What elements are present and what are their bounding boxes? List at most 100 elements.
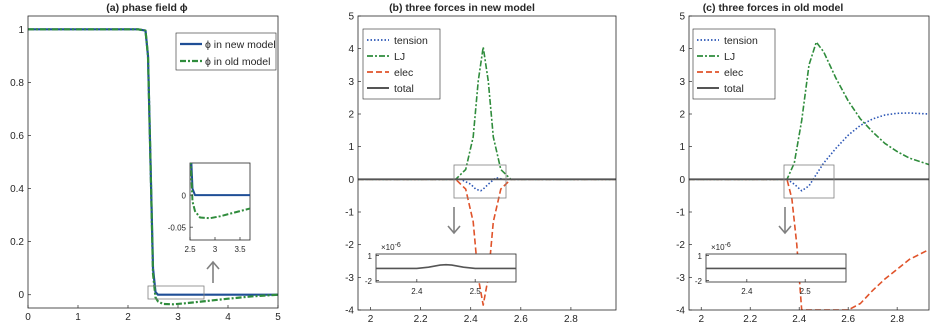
panel-a-xtick-label: 3 bbox=[175, 312, 181, 323]
panel-c-zoom-arrow-head bbox=[778, 225, 792, 235]
panel-b-ytick-label: 2 bbox=[348, 110, 354, 121]
panel-b-ytick-label: 4 bbox=[348, 44, 354, 55]
panel-a-legend-box bbox=[175, 32, 277, 71]
panel-c-ytick-label: 0 bbox=[679, 175, 685, 186]
panel-b-xtick-label: 2 bbox=[368, 314, 374, 325]
panel-c-series-elec bbox=[689, 178, 929, 310]
legend-label-elec: elec bbox=[394, 67, 413, 79]
panel-a-inset-series-in-old-model bbox=[190, 163, 250, 220]
panel-c-xtick-label: 2 bbox=[698, 314, 704, 325]
panel-c-ytick-label: -1 bbox=[676, 208, 685, 219]
panel-c-inset-xtick-label: 2.5 bbox=[800, 287, 812, 296]
panel-a-ytick-label: 0.4 bbox=[10, 184, 24, 195]
legend-label-lj: LJ bbox=[724, 51, 735, 63]
panel-c-series-tension bbox=[689, 112, 929, 192]
panel-b-series-lj bbox=[358, 46, 616, 181]
panel-a-xtick-label: 0 bbox=[25, 312, 31, 323]
panel-b-xtick-label: 2.6 bbox=[514, 314, 528, 325]
panel-b-xtick-label: 2.4 bbox=[464, 314, 478, 325]
panel-b-ytick-label: 5 bbox=[348, 12, 354, 23]
panel-c-ytick-label: 5 bbox=[679, 12, 685, 23]
panel-b-title: (b) three forces in new model bbox=[389, 2, 535, 14]
panel-c-ytick-label: 4 bbox=[679, 44, 685, 55]
panel-c-ytick-label: 3 bbox=[679, 77, 685, 88]
panel-a-ytick-label: 0.6 bbox=[10, 131, 24, 142]
panel-b-ytick-label: 1 bbox=[348, 142, 354, 153]
panel-c-curves bbox=[689, 41, 929, 310]
panel-c-xtick-label: 2.2 bbox=[743, 314, 757, 325]
panel-b-inset-ytick-label: 1 bbox=[368, 252, 373, 261]
panel-b-ytick-label: 0 bbox=[348, 175, 354, 186]
panel-a-inset-xtick-label: 3 bbox=[213, 245, 218, 254]
panel-c-ticks: 2 2.2 2.4 2.6 2.8 -4 -3 -2 -1 0 1 2 3 4 5 bbox=[676, 12, 904, 326]
panel-b-inset-xtick-label: 2.5 bbox=[470, 287, 482, 296]
panel-c-inset-ytick-label: -2 bbox=[695, 277, 703, 286]
panel-a-zoom-box bbox=[147, 285, 205, 300]
panel-c-inset-exponent: ×10-6 bbox=[711, 242, 731, 252]
panel-a-inset-ytick-label: 0 bbox=[182, 192, 187, 201]
panel-c-title: (c) three forces in old model bbox=[703, 2, 844, 14]
panel-a-ytick-label: 1 bbox=[18, 25, 24, 36]
panel-a-ticks: 0 1 2 3 4 5 0 0.2 0.4 0.6 0.8 1 bbox=[10, 25, 281, 323]
panel-a-legend: ϕ in new model ϕ in old model bbox=[175, 32, 277, 71]
panel-b-inset-xtick-label: 2.4 bbox=[411, 287, 423, 296]
panel-c-ytick-label: -3 bbox=[676, 273, 685, 284]
panel-a-xtick-label: 4 bbox=[225, 312, 231, 323]
panel-c-xtick-label: 2.8 bbox=[890, 314, 904, 325]
panel-c-zoom-box bbox=[783, 164, 835, 199]
panel-b-series-elec bbox=[358, 178, 616, 306]
panel-a-xtick-label: 2 bbox=[125, 312, 131, 323]
panel-b-inset-exponent: ×10-6 bbox=[381, 242, 401, 252]
panel-a-inset-box bbox=[189, 162, 251, 241]
panel-b-xtick-label: 2.8 bbox=[564, 314, 578, 325]
panel-a-zoom-arrow-head bbox=[206, 260, 220, 270]
panel-c-axes-box bbox=[688, 15, 930, 311]
legend-label-lj: LJ bbox=[394, 51, 405, 63]
panel-b-axes-box bbox=[357, 15, 617, 311]
panel-c-ytick-label: 1 bbox=[679, 142, 685, 153]
panel-c: (c) three forces in old model 2 2.2 2.4 2.6… bbox=[676, 2, 930, 326]
panel-c-ytick-label: 2 bbox=[679, 110, 685, 121]
panel-c-ytick-label: -2 bbox=[676, 240, 685, 251]
panel-a-ytick-label: 0.2 bbox=[10, 237, 24, 248]
panel-a-axes-box bbox=[27, 15, 279, 309]
panel-b-zoom-arrow-head bbox=[447, 225, 461, 235]
panel-a-inset-curves bbox=[190, 163, 250, 220]
panel-a-title: (a) phase field ϕ bbox=[106, 2, 188, 14]
panel-c-xtick-label: 2.6 bbox=[841, 314, 855, 325]
panel-b-inset-curves bbox=[376, 263, 516, 270]
panel-b-ytick-label: -3 bbox=[345, 273, 354, 284]
panel-a-ytick-label: 0 bbox=[18, 290, 24, 301]
panel-b-zoom-box bbox=[453, 164, 507, 199]
panel-b: (b) three forces in new model 2 2.2 2.4 2.6… bbox=[345, 2, 617, 326]
panel-b-inset: 2.4 2.5 1 -2 ×10-6 bbox=[365, 242, 517, 296]
panel-b-inset-series-total bbox=[376, 263, 516, 270]
panel-b-xtick-label: 2.2 bbox=[414, 314, 428, 325]
legend-label-old-model: ϕ in old model bbox=[205, 56, 270, 68]
panel-a-series-in-old-model bbox=[28, 28, 278, 306]
legend-label-tension: tension bbox=[394, 35, 428, 47]
panel-b-inset-ytick-label: -2 bbox=[365, 277, 373, 286]
panel-a-xtick-label: 1 bbox=[75, 312, 81, 323]
panel-c-legend: tension LJ elec total bbox=[692, 28, 776, 100]
legend-label-new-model: ϕ in new model bbox=[205, 39, 276, 51]
panel-a-inset-xtick-label: 3.5 bbox=[234, 245, 246, 254]
panel-c-inset-ticks: 2.4 2.5 1 -2 bbox=[695, 252, 811, 296]
panel-b-ticks: 2 2.2 2.4 2.6 2.8 -4 -3 -2 -1 0 1 2 3 4 5 bbox=[345, 12, 578, 326]
legend-label-tension: tension bbox=[724, 35, 758, 47]
panel-b-curves bbox=[358, 46, 616, 306]
panel-c-series-lj bbox=[689, 41, 929, 181]
panel-a: (a) phase field ϕ 0 1 2 3 4 5 0 0.2 0.4 0.6 0.8 1 2… bbox=[10, 2, 281, 323]
panel-c-xtick-label: 2.4 bbox=[792, 314, 806, 325]
legend-label-total: total bbox=[394, 83, 414, 95]
legend-label-elec: elec bbox=[724, 67, 743, 79]
panel-c-inset: 2.4 2.5 1 -2 ×10-6 bbox=[695, 242, 847, 296]
panel-c-inset-ytick-label: 1 bbox=[698, 252, 703, 261]
panel-a-inset: 2.5 3 3.5 0 -0.05 bbox=[168, 162, 251, 254]
panel-a-xtick-label: 5 bbox=[275, 312, 281, 323]
panel-b-inset-ticks: 2.4 2.5 1 -2 bbox=[365, 252, 481, 296]
panel-a-inset-xtick-label: 2.5 bbox=[184, 245, 196, 254]
panel-b-ytick-label: 3 bbox=[348, 77, 354, 88]
panel-b-legend: tension LJ elec total bbox=[362, 28, 441, 100]
